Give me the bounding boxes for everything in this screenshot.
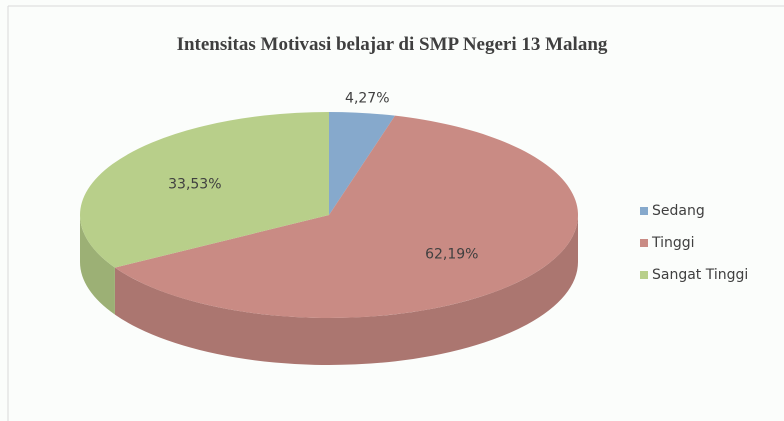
data-label: 33,53%	[168, 176, 221, 192]
chart: Intensitas Motivasi belajar di SMP Neger…	[0, 0, 784, 421]
data-label: 62,19%	[425, 247, 478, 263]
chart-title: Intensitas Motivasi belajar di SMP Neger…	[177, 34, 608, 55]
legend-label: Sedang	[652, 203, 705, 219]
legend-swatch	[640, 207, 648, 215]
legend-label: Sangat Tinggi	[652, 267, 748, 283]
legend-swatch	[640, 271, 648, 279]
legend-label: Tinggi	[651, 235, 695, 251]
legend-swatch	[640, 239, 648, 247]
data-label: 4,27%	[345, 91, 389, 107]
